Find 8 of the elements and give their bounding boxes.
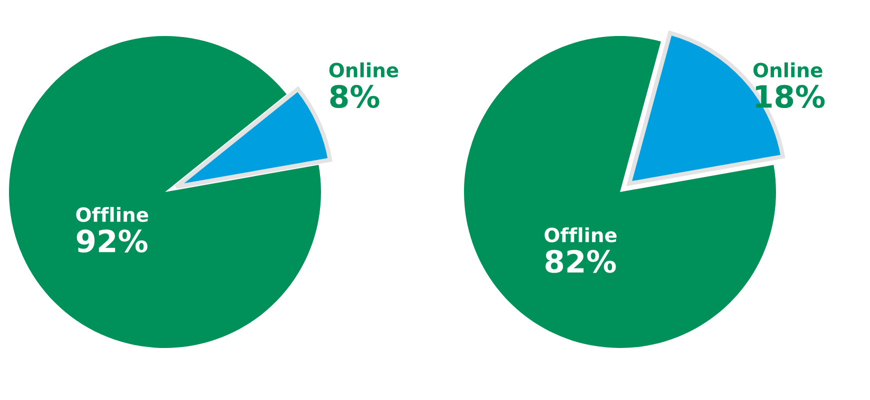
slice-label: Offline	[76, 206, 148, 222]
data-label: 82%	[546, 250, 616, 273]
data-label: 18%	[756, 84, 825, 108]
slice-label: Online	[329, 62, 398, 78]
data-label: 92%	[76, 229, 148, 253]
slice-label: Offline	[544, 227, 617, 242]
data-label: 8%	[330, 84, 380, 108]
slice-label: Online	[753, 62, 822, 78]
